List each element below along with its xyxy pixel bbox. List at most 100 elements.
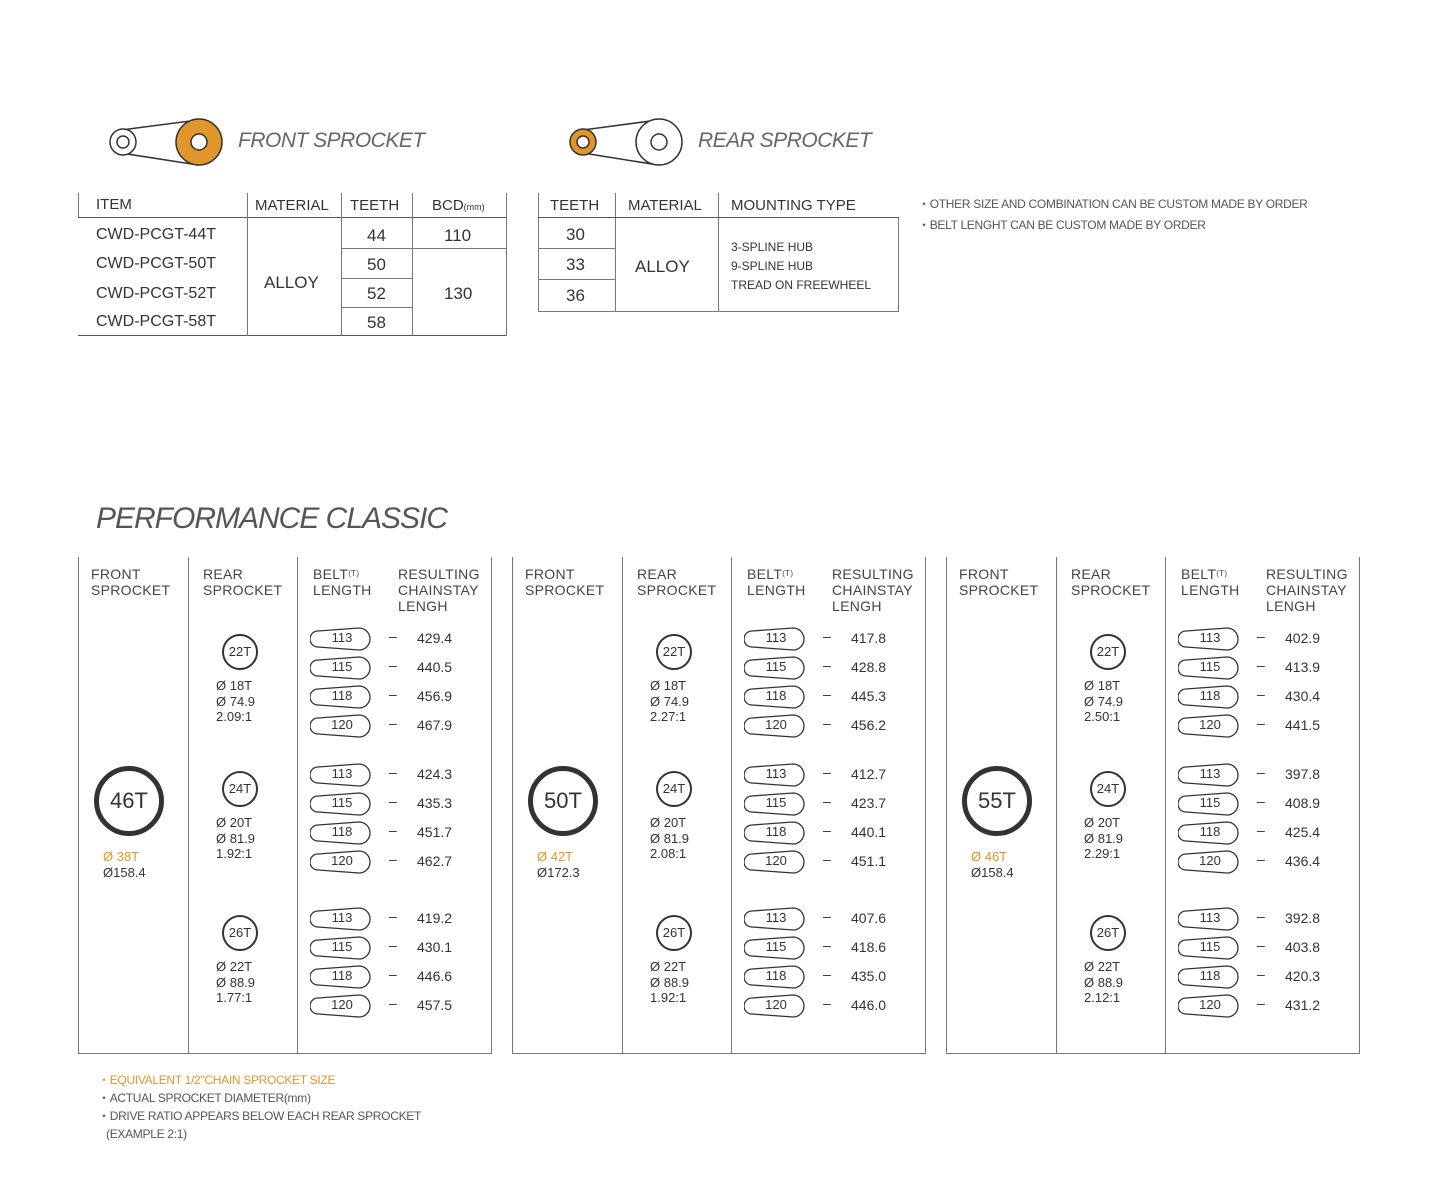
belt-shape-icon [309,763,371,787]
front-diameter: Ø172.3 [537,865,580,880]
dash-separator: – [1257,995,1265,1011]
header-rear-sprocket: REAR SPROCKET [203,566,282,598]
chainstay-length: 435.0 [851,968,887,984]
bcd-cell: 130 [444,284,473,303]
rear-sprocket-circle: 26T [1090,915,1126,951]
chainstay-length: 451.7 [417,824,453,840]
header-text: SPROCKET [525,582,605,598]
chainstay-length: 456.2 [851,717,887,733]
belt-length-value: 113 [1199,910,1221,925]
legend-ratio: ・DRIVE RATIO APPEARS BELOW EACH REAR SPR… [98,1109,422,1123]
header-resulting-length: RESULTING CHAINSTAY LENGH [1266,566,1348,614]
belt-shape-icon [743,627,805,651]
rear-equivalent: Ø 22T [650,959,687,974]
belt-length-badge: 113 [309,627,371,651]
rear-sprocket-circle: 26T [656,915,692,951]
dash-separator: – [1257,793,1265,809]
panel-divider [1165,557,1166,1054]
front-spec-table: ITEM MATERIAL TEETH BCD(mm) CWD-PCGT-44T… [78,193,507,336]
panel-divider [297,557,298,1054]
header-front-sprocket: FRONT SPROCKET [959,566,1038,598]
belt-length-badge: 118 [1177,965,1239,989]
belt-length-value: 115 [331,795,353,810]
header-text: BELT(T) [313,566,372,582]
rear-equivalent: Ø 20T [1084,815,1121,830]
chainstay-length: 446.6 [417,968,453,984]
rear-equivalent: Ø 20T [216,815,253,830]
belt-length-value: 118 [1199,688,1221,703]
teeth-cell: 58 [367,313,386,332]
chainstay-length: 462.7 [417,853,453,869]
belt-shape-icon [743,936,805,960]
rear-sprocket-diagram-icon [569,118,683,166]
rear-diameter: Ø 88.9 [216,975,256,990]
header-text: FRONT [525,566,575,582]
rear-diameter: Ø 81.9 [216,831,256,846]
belt-shape-icon [309,792,371,816]
header-belt-length: BELT(T) LENGTH [747,566,806,598]
header-text: SPROCKET [637,582,717,598]
front-equivalent: Ø 46T [971,849,1008,864]
belt-length-value: 120 [765,717,787,732]
panel-divider [1359,557,1360,1054]
col-header-material: MATERIAL [628,197,702,214]
front-sprocket-circle: 46T [94,766,164,836]
belt-shape-icon [1177,656,1239,680]
rear-equivalent: Ø 22T [216,959,253,974]
header-text: BELT [1181,566,1217,582]
col-header-teeth: TEETH [350,197,400,214]
dash-separator: – [389,715,397,731]
front-sprocket-diagram-icon [109,118,223,166]
belt-shape-icon [309,907,371,931]
belt-length-value: 118 [765,968,787,983]
dash-separator: – [1257,715,1265,731]
belt-length-value: 115 [765,939,787,954]
belt-shape-icon [309,965,371,989]
belt-shape-icon [1177,714,1239,738]
panel-divider [1056,557,1057,1054]
header-text: LENGH [398,598,448,614]
performance-panel: FRONT SPROCKET REAR SPROCKET BELT(T) LENGTH RE… [946,557,1360,1054]
dash-separator: – [823,793,831,809]
belt-length-value: 120 [765,853,787,868]
chainstay-length: 456.9 [417,688,453,704]
col-header-teeth: TEETH [550,197,600,214]
dash-separator: – [1257,686,1265,702]
belt-length-value: 113 [331,630,353,645]
belt-length-badge: 120 [1177,850,1239,874]
chainstay-length: 413.9 [1285,659,1321,675]
header-resulting-length: RESULTING CHAINSTAY LENGH [832,566,914,614]
belt-length-value: 113 [1199,766,1221,781]
belt-shape-icon [309,821,371,845]
dash-separator: – [389,793,397,809]
rear-sprocket-circle: 22T [1090,634,1126,670]
belt-length-value: 115 [765,659,787,674]
teeth-cell: 33 [566,255,585,274]
header-front-sprocket: FRONT SPROCKET [91,566,170,598]
item-cell: CWD-PCGT-44T [96,226,216,243]
chainstay-length: 467.9 [417,717,453,733]
chainstay-length: 436.4 [1285,853,1321,869]
belt-length-badge: 120 [743,994,805,1018]
belt-length-value: 115 [1199,659,1221,674]
dash-separator: – [823,686,831,702]
belt-shape-icon [743,792,805,816]
chainstay-length: 457.5 [417,997,453,1013]
dash-separator: – [823,995,831,1011]
header-text: LENGH [832,598,882,614]
legend: ・EQUIVALENT 1/2"CHAIN SPROCKET SIZE ・ACT… [98,1071,421,1143]
belt-length-badge: 115 [743,656,805,680]
panel-divider [188,557,189,1054]
col-header-item: ITEM [96,196,132,213]
performance-panel: FRONT SPROCKET REAR SPROCKET BELT(T) LENGTH RE… [78,557,492,1054]
item-cell: CWD-PCGT-50T [96,255,216,272]
belt-shape-icon [743,821,805,845]
belt-length-badge: 120 [309,994,371,1018]
belt-length-value: 118 [1199,968,1221,983]
dash-separator: – [823,851,831,867]
chainstay-length: 428.8 [851,659,887,675]
dash-separator: – [823,764,831,780]
belt-length-value: 115 [765,795,787,810]
belt-length-badge: 118 [743,821,805,845]
panel-divider [512,557,513,1054]
